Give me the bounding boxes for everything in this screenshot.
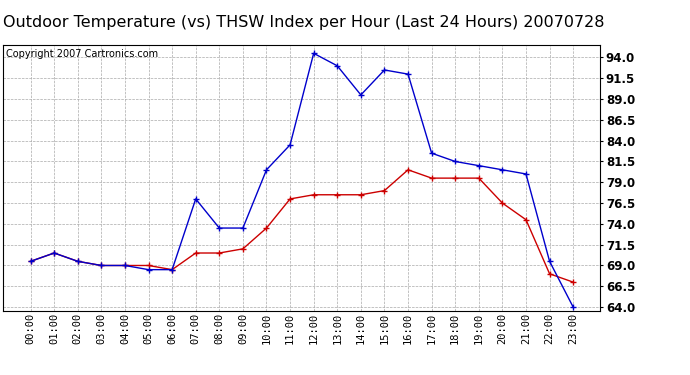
Text: Copyright 2007 Cartronics.com: Copyright 2007 Cartronics.com: [6, 49, 159, 59]
Text: Outdoor Temperature (vs) THSW Index per Hour (Last 24 Hours) 20070728: Outdoor Temperature (vs) THSW Index per …: [3, 15, 604, 30]
